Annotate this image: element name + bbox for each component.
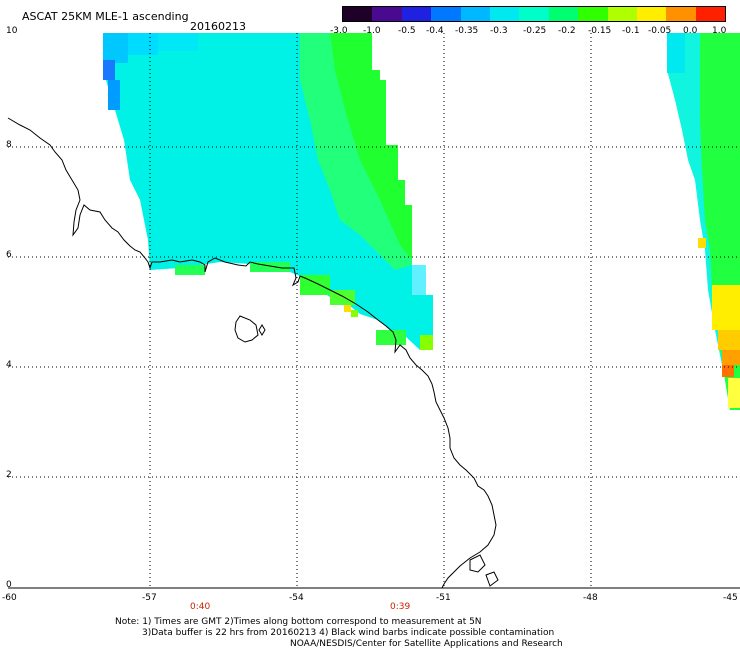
wind-swath-right [667,33,740,410]
colorbar-swatch [519,7,549,21]
x-tick-label: -60 [2,593,17,603]
y-tick-label: 2 [6,470,12,480]
swath-time-label: 0:39 [390,602,411,612]
coastline [7,117,499,589]
colorbar-label: -0.2 [558,26,576,36]
colorbar-label: -0.1 [622,26,640,36]
colorbar-label: -0.4 [426,26,444,36]
colorbar-swatch [578,7,608,21]
colorbar [342,6,726,22]
y-tick-label: 8 [6,140,12,150]
x-tick-label: -57 [142,593,157,603]
colorbar-label: -1.0 [363,26,381,36]
colorbar-swatch [666,7,696,21]
colorbar-label: -0.15 [588,26,612,36]
map-title: ASCAT 25KM MLE-1 ascending [22,10,189,23]
colorbar-label: 1.0 [712,26,727,36]
x-tick-label: -48 [583,593,598,603]
y-tick-label: 0 [6,580,12,590]
wind-swath-left [103,33,433,350]
colorbar-swatch [372,7,402,21]
colorbar-label: -3.0 [330,26,348,36]
colorbar-label: -0.3 [490,26,508,36]
colorbar-swatch [607,7,637,21]
colorbar-swatch [460,7,490,21]
y-tick-label: 10 [6,26,18,36]
colorbar-swatch [431,7,461,21]
footer-note-line1: Note: 1) Times are GMT 2)Times along bot… [115,617,482,627]
colorbar-swatch [695,7,726,21]
footer-note-line2: 3)Data buffer is 22 hrs from 20160213 4)… [142,628,555,638]
colorbar-swatch [343,7,373,21]
y-tick-label: 6 [6,250,12,260]
x-tick-label: -45 [723,593,738,603]
x-tick-label: -51 [436,593,451,603]
colorbar-swatch [548,7,579,21]
colorbar-label: -0.05 [648,26,672,36]
swath-time-label: 0:40 [190,602,211,612]
colorbar-swatch [489,7,520,21]
colorbar-swatch [636,7,667,21]
colorbar-label: -0.5 [398,26,416,36]
footer-credit: NOAA/NESDIS/Center for Satellite Applica… [290,639,563,649]
y-tick-label: 4 [6,360,12,370]
x-tick-label: -54 [289,593,304,603]
colorbar-label: -0.25 [523,26,547,36]
colorbar-swatch [401,7,432,21]
map-date: 20160213 [190,20,246,33]
colorbar-label: -0.35 [455,26,479,36]
map-gridlines [8,33,740,588]
colorbar-label: 0.0 [683,26,698,36]
